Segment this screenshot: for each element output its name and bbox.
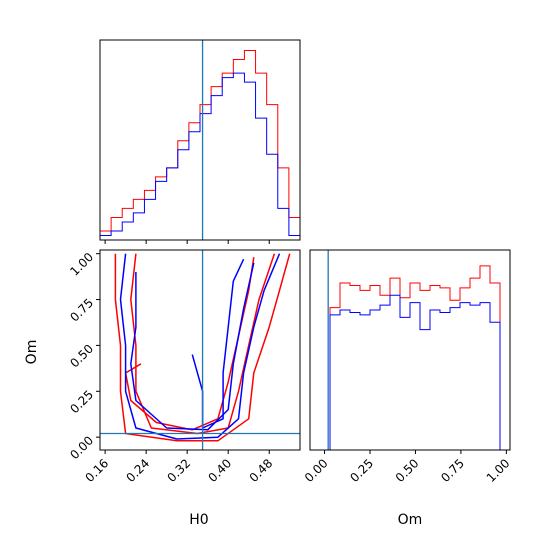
contour-frame: [99, 249, 301, 451]
om-left-tick-label: 0.75: [67, 296, 96, 325]
h0-bottom-tick-label: 0.32: [165, 456, 194, 485]
h0-hist-red-series: [99, 50, 301, 240]
om-left-tick-label: 0.50: [67, 342, 96, 371]
om-hist-blue-series: [310, 294, 510, 451]
om-bottom-tick-label: 0.50: [393, 456, 422, 485]
h0-axis-label: H0: [189, 512, 208, 528]
h0-hist-blue-series: [99, 72, 301, 240]
h0-om-contour-panel: 0.16 0.24 0.32 0.40 0.48 0.00 0.25 0.50 0.75 1.00: [67, 249, 301, 485]
h0-bottom-tick-label: 0.24: [123, 456, 152, 485]
h0-bottom-tick-label: 0.40: [206, 456, 235, 485]
om-left-tick-label: 0.25: [67, 388, 96, 417]
om-hist-red-series: [310, 265, 510, 451]
om-bottom-tick-label: 0.75: [438, 456, 467, 485]
h0-histogram-panel: [99, 39, 301, 244]
h0-hist-frame: [99, 39, 301, 241]
om-hist-frame: [309, 249, 511, 451]
om-bottom-tick-label: 0.00: [302, 456, 331, 485]
om-histogram-panel: 0.00 0.25 0.50 0.75 1.00: [302, 249, 513, 485]
blue-contour-level-2: [130, 262, 255, 431]
blue-contour-level-1: [119, 253, 281, 440]
red-contour-level-3: [124, 257, 255, 431]
om-bottom-tick-label: 1.00: [484, 456, 513, 485]
om-bottom-tick-label: 0.25: [347, 456, 376, 485]
om-left-tick-label: 1.00: [67, 250, 96, 279]
red-contour-level-1: [114, 253, 291, 442]
h0-bottom-tick-label: 0.16: [82, 456, 111, 485]
om-left-tick-label: 0.00: [67, 433, 96, 462]
om-axis-label-left: Om: [24, 340, 40, 365]
om-axis-label-bottom: Om: [398, 512, 423, 528]
h0-bottom-tick-label: 0.48: [247, 456, 276, 485]
